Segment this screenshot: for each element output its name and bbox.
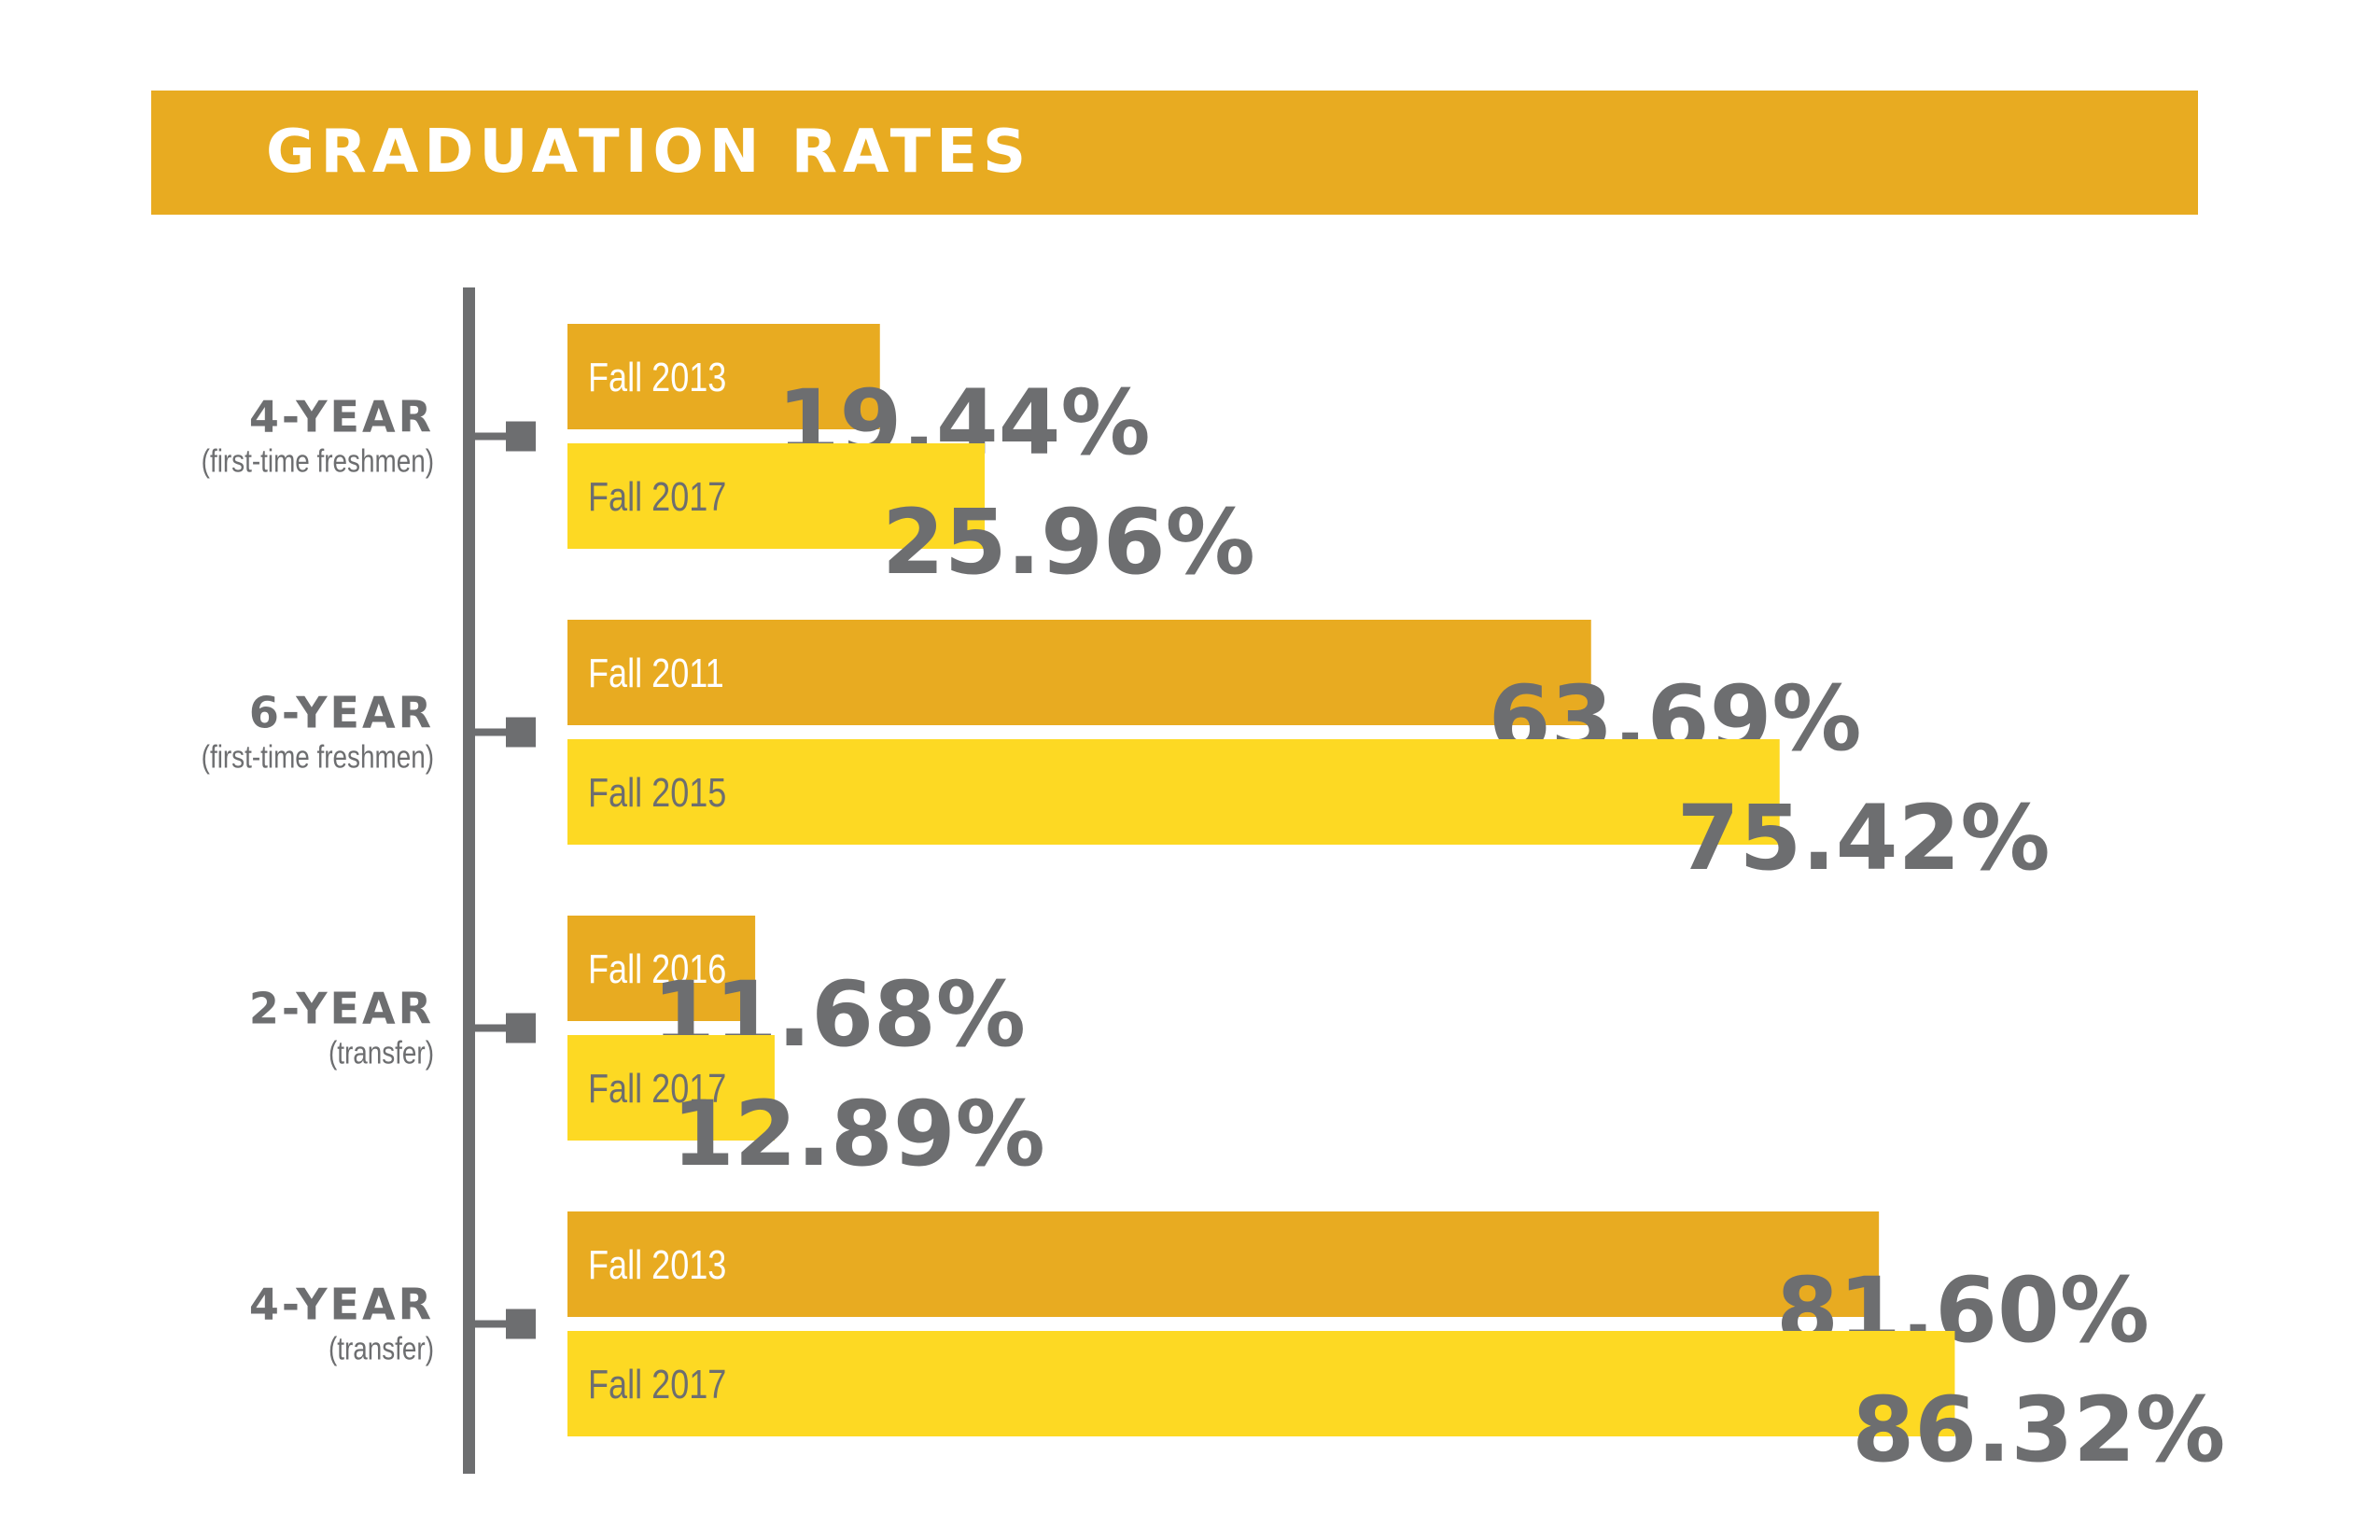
axis-tick	[469, 1320, 517, 1328]
bar	[567, 739, 1780, 845]
bar-series-label: Fall 2011	[588, 651, 724, 696]
bar-series-label: Fall 2013	[588, 355, 726, 400]
category-sublabel: (transfer)	[329, 1331, 434, 1366]
chart-title: GRADUATION RATES	[266, 118, 1032, 187]
data-label: 12.89%	[672, 1082, 1045, 1186]
bar-series-label: Fall 2017	[588, 1066, 726, 1112]
data-label: 25.96%	[882, 490, 1255, 595]
category-sublabel: (first-time freshmen)	[202, 739, 434, 775]
bar	[567, 1211, 1880, 1317]
bar-series-label: Fall 2017	[588, 1362, 726, 1407]
category-label: 6-YEAR	[249, 688, 434, 738]
category-label: 2-YEAR	[249, 984, 434, 1034]
axis-tick	[469, 432, 517, 441]
axis-tick	[469, 1024, 517, 1032]
axis-tick	[469, 728, 517, 736]
bar	[567, 1331, 1955, 1436]
category-sublabel: (transfer)	[329, 1035, 434, 1071]
axis-tick-marker	[506, 717, 536, 748]
data-label: 86.32%	[1852, 1378, 2225, 1482]
bar-series-label: Fall 2015	[588, 770, 726, 816]
bar	[567, 916, 756, 1021]
category-label: 4-YEAR	[249, 392, 434, 442]
bar-series-label: Fall 2017	[588, 474, 726, 520]
axis-tick-marker	[506, 1013, 536, 1043]
bar	[567, 324, 880, 429]
category-sublabel: (first-time freshmen)	[202, 443, 434, 479]
bar	[567, 620, 1591, 725]
axis-line	[463, 287, 475, 1474]
axis-tick-marker	[506, 421, 536, 452]
title-band: GRADUATION RATES	[151, 91, 2198, 215]
category-label: 4-YEAR	[249, 1280, 434, 1330]
bar-series-label: Fall 2016	[588, 946, 726, 992]
bar	[567, 1035, 775, 1141]
data-label: 75.42%	[1677, 786, 2051, 890]
bar-series-label: Fall 2013	[588, 1242, 726, 1288]
axis-tick-marker	[506, 1309, 536, 1339]
bar	[567, 443, 986, 549]
